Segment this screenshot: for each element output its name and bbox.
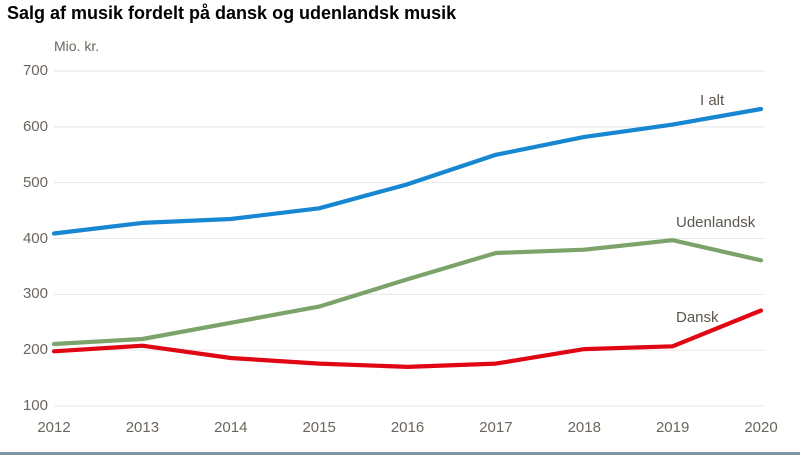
y-tick-label-600: 600 — [22, 117, 48, 135]
y-tick-label-500: 500 — [22, 173, 48, 191]
x-tick-label-2015: 2015 — [302, 419, 336, 436]
y-tick-label-400: 400 — [22, 229, 48, 247]
series-label-dansk: Dansk — [676, 309, 719, 326]
x-tick-label-2019: 2019 — [655, 419, 690, 436]
chart-title: Salg af musik fordelt på dansk og udenla… — [7, 3, 457, 23]
series-label-i-alt: I alt — [700, 92, 725, 109]
bottom-border-bar — [0, 452, 800, 455]
y-tick-label-300: 300 — [22, 285, 48, 303]
series-line-udenlandsk — [51, 238, 764, 347]
series-label-udenlandsk: Udenlandsk — [676, 214, 756, 231]
x-tick-label-2013: 2013 — [125, 419, 160, 436]
y-tick-label-100: 100 — [22, 397, 48, 414]
x-tick-label-2012: 2012 — [37, 419, 71, 436]
x-tick-label-2020: 2020 — [744, 419, 778, 436]
y-axis-unit-label: Mio. kr. — [54, 38, 100, 54]
series-line-dansk — [51, 308, 764, 369]
y-tick-label-700: 700 — [22, 62, 48, 79]
x-tick-label-2016: 2016 — [390, 419, 425, 436]
x-tick-label-2018: 2018 — [567, 419, 601, 436]
y-tick-label-200: 200 — [22, 341, 48, 359]
series-line-i-alt — [51, 106, 764, 236]
x-tick-label-2014: 2014 — [214, 419, 248, 436]
x-tick-label-2017: 2017 — [479, 419, 513, 436]
